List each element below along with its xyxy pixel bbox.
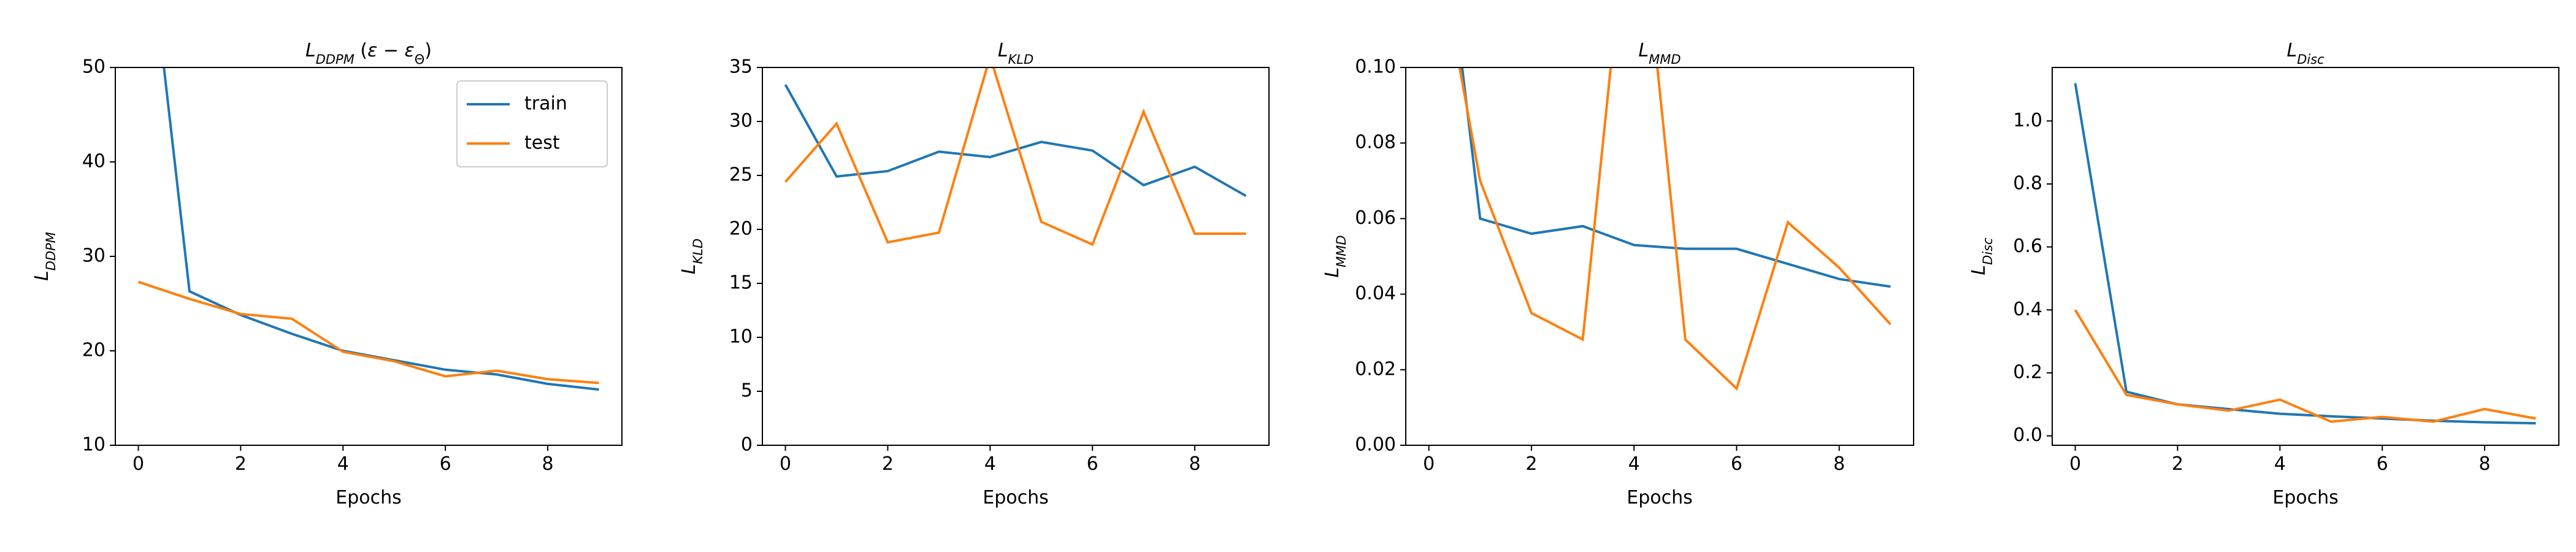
legend: train test	[456, 80, 608, 167]
text-part: DDPM	[316, 52, 355, 67]
x-tick-label: 8	[1189, 453, 1200, 475]
y-tick-label: 15	[729, 272, 753, 294]
y-tick-label: 0.2	[2013, 361, 2042, 383]
x-tick-label: 8	[1833, 453, 1845, 475]
y-axis-label: LKLD	[678, 239, 705, 274]
series-line	[2074, 309, 2536, 423]
x-tick-label: 4	[2274, 453, 2286, 475]
subplot-title: LDisc	[2287, 40, 2325, 67]
y-tick-label: 0.6	[2013, 236, 2042, 257]
text-part: Θ	[415, 52, 425, 67]
x-tick-label: 2	[882, 453, 894, 475]
series-line	[137, 280, 599, 385]
text-part: MMD	[1649, 52, 1681, 67]
y-tick-label: 10	[729, 326, 753, 348]
text-part: ε	[367, 40, 377, 61]
text-part: )	[424, 40, 432, 61]
series-line	[1458, 67, 1892, 391]
y-tick-label: 0.06	[1355, 207, 1396, 229]
axes-frame	[2052, 67, 2559, 446]
x-tick-label: 4	[1628, 453, 1640, 475]
x-axis-label: Epochs	[1627, 487, 1693, 508]
series-line	[1460, 67, 1891, 288]
text-part: MMD	[1334, 235, 1349, 267]
text-part: DDPM	[44, 232, 58, 270]
subplot-title: LMMD	[1638, 40, 1681, 67]
y-tick-label: 0.4	[2013, 299, 2042, 320]
y-tick-label: 0.10	[1355, 56, 1396, 78]
series-line	[784, 84, 1247, 197]
text-part: −	[377, 40, 404, 61]
y-axis-label: LMMD	[1322, 235, 1349, 277]
axes-frame	[762, 67, 1270, 446]
y-tick-label: 0.04	[1355, 283, 1396, 304]
text-part: Disc	[2297, 52, 2325, 67]
x-tick-label: 8	[542, 453, 553, 475]
text-part: KLD	[691, 239, 705, 264]
x-tick-label: 2	[235, 453, 247, 475]
y-tick-label: 0.08	[1355, 132, 1396, 153]
legend-box	[456, 80, 608, 167]
x-tick-label: 4	[984, 453, 996, 475]
x-tick-label: 6	[1087, 453, 1098, 475]
y-tick-label: 0.0	[2013, 424, 2042, 446]
text-part: L	[305, 40, 316, 61]
x-tick-label: 6	[1731, 453, 1742, 475]
subplot: 0.000.020.040.060.080.100 2 4 6 8LMMDEpochsL…	[1322, 40, 1914, 508]
series-line	[784, 67, 1246, 247]
subplot-title: LDDPM (ε − εΘ)	[305, 40, 432, 67]
text-part: KLD	[1008, 52, 1034, 67]
y-tick-label: 1.0	[2013, 110, 2042, 131]
y-tick-label: 10	[82, 434, 105, 456]
x-axis-label: Epochs	[983, 487, 1049, 508]
subplot-title: LKLD	[998, 40, 1033, 67]
text-part: L	[2287, 40, 2297, 61]
y-tick-label: 30	[82, 245, 105, 267]
x-tick-label: 8	[2478, 453, 2490, 475]
x-tick-label: 6	[2377, 453, 2388, 475]
y-tick-label: 30	[729, 110, 753, 132]
axes-frame	[115, 67, 623, 446]
y-tick-label: 40	[82, 151, 105, 172]
x-tick-label: 0	[2069, 453, 2081, 475]
legend-label: train	[524, 93, 567, 115]
text-part: L	[678, 264, 700, 274]
x-tick-label: 2	[1525, 453, 1537, 475]
y-tick-label: 20	[729, 218, 753, 240]
y-tick-label: 25	[729, 164, 753, 186]
text-part: ε	[405, 40, 415, 61]
axes-frame	[1405, 67, 1914, 446]
y-tick-label: 0	[741, 434, 753, 456]
text-part: (	[355, 40, 367, 61]
x-tick-label: 0	[780, 453, 791, 475]
x-axis-label: Epochs	[2272, 487, 2339, 508]
y-axis-label: LDDPM	[31, 232, 58, 281]
y-tick-label: 5	[741, 380, 753, 402]
legend-label: test	[524, 132, 560, 154]
x-tick-label: 6	[440, 453, 451, 475]
text-part: L	[1638, 40, 1649, 61]
series-line	[2074, 83, 2536, 425]
y-tick-label: 35	[729, 56, 753, 78]
y-tick-label: 0.8	[2013, 172, 2042, 194]
text-part: Disc	[1980, 237, 1995, 265]
text-part: L	[31, 270, 53, 281]
x-axis-label: Epochs	[335, 487, 402, 508]
y-tick-label: 50	[82, 56, 105, 78]
y-tick-label: 0.00	[1355, 434, 1396, 456]
x-tick-label: 2	[2172, 453, 2183, 475]
x-tick-label: 4	[337, 453, 349, 475]
text-part: L	[998, 40, 1008, 61]
text-part: L	[1968, 265, 1990, 275]
y-tick-label: 20	[82, 340, 105, 361]
y-tick-label: 0.02	[1355, 358, 1396, 380]
x-tick-label: 0	[1423, 453, 1435, 475]
text-part: L	[1322, 267, 1343, 278]
y-axis-label: LDisc	[1968, 237, 1995, 275]
x-tick-label: 0	[132, 453, 144, 475]
